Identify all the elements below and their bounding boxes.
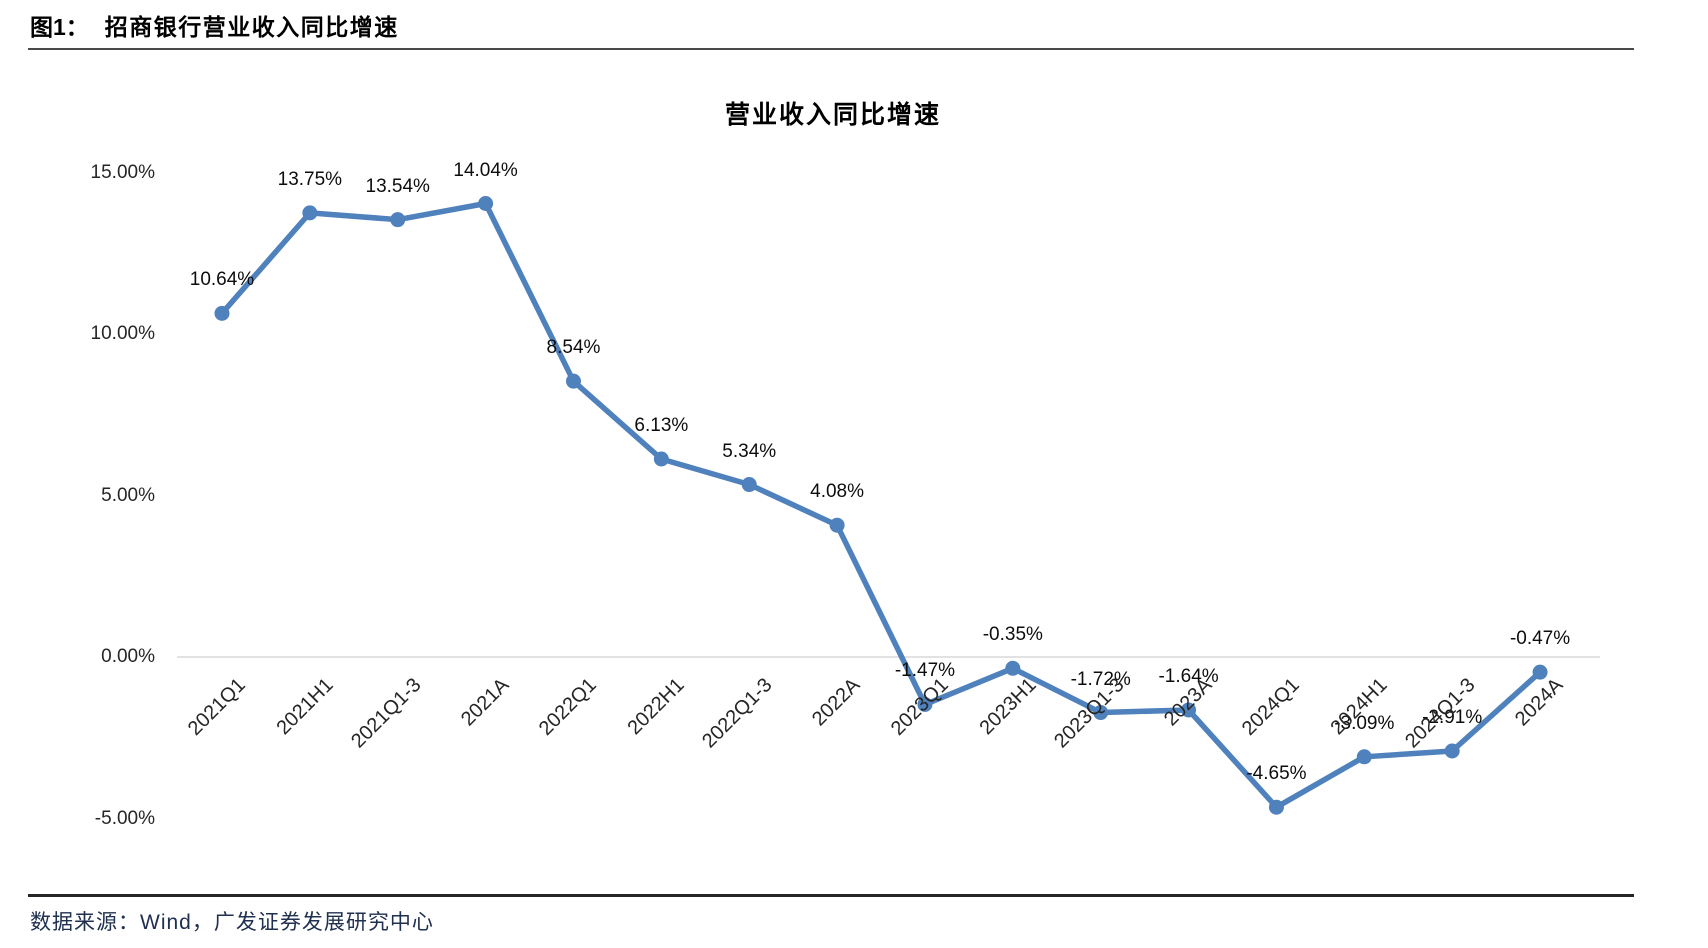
data-point-label: 10.64% <box>189 269 255 291</box>
data-point-marker <box>565 373 581 389</box>
data-point-marker <box>653 451 669 467</box>
data-point-label: -0.47% <box>1509 628 1571 650</box>
data-point-label: -4.65% <box>1246 763 1307 785</box>
series-line <box>219 200 1543 810</box>
figure-caption: 图1： 招商银行营业收入同比增速 <box>30 8 399 42</box>
data-point-label: 4.08% <box>810 481 865 503</box>
data-point-label: 6.13% <box>634 415 689 436</box>
figure-number: 图1： <box>30 14 89 40</box>
y-axis-tick: 5.00% <box>101 484 155 506</box>
data-point-marker <box>829 517 845 533</box>
data-point-label: -2.91% <box>1422 706 1483 728</box>
data-point-marker <box>1444 743 1460 759</box>
data-point-label: -3.09% <box>1334 712 1395 734</box>
data-point-marker <box>741 477 757 493</box>
top-divider <box>28 48 1634 50</box>
y-axis-tick: 15.00% <box>90 161 155 183</box>
data-point-marker <box>302 205 318 221</box>
data-point-label: -1.47% <box>894 660 956 682</box>
data-point-label: 14.04% <box>453 159 518 181</box>
data-point-marker <box>390 212 406 228</box>
data-point-marker <box>1093 705 1109 721</box>
data-point-label: -0.35% <box>982 624 1043 646</box>
data-source: 数据来源：Wind，广发证券发展研究中心 <box>30 911 434 934</box>
data-point-label: -1.72% <box>1070 668 1131 690</box>
figure-caption-text: 招商银行营业收入同比增速 <box>104 14 399 40</box>
data-point-marker <box>1532 664 1548 680</box>
data-point-marker <box>1356 749 1372 765</box>
data-point-marker <box>917 696 933 712</box>
data-point-marker <box>214 305 230 321</box>
bottom-divider <box>28 894 1634 897</box>
data-point-marker <box>1268 799 1284 815</box>
data-point-marker <box>1181 702 1197 718</box>
y-axis-tick: 0.00% <box>101 646 155 667</box>
y-axis-tick: -5.00% <box>94 807 155 829</box>
data-point-marker <box>478 196 494 212</box>
data-point-label: 13.75% <box>277 168 343 190</box>
data-point-label: 5.34% <box>722 440 777 462</box>
chart-title: 营业收入同比增速 <box>724 101 942 129</box>
data-point-label: -1.64% <box>1158 665 1219 687</box>
data-point-label: 8.54% <box>546 337 601 359</box>
data-point-marker <box>1005 660 1021 676</box>
data-point-label: 13.54% <box>365 175 430 197</box>
y-axis-tick: 10.00% <box>90 323 155 344</box>
